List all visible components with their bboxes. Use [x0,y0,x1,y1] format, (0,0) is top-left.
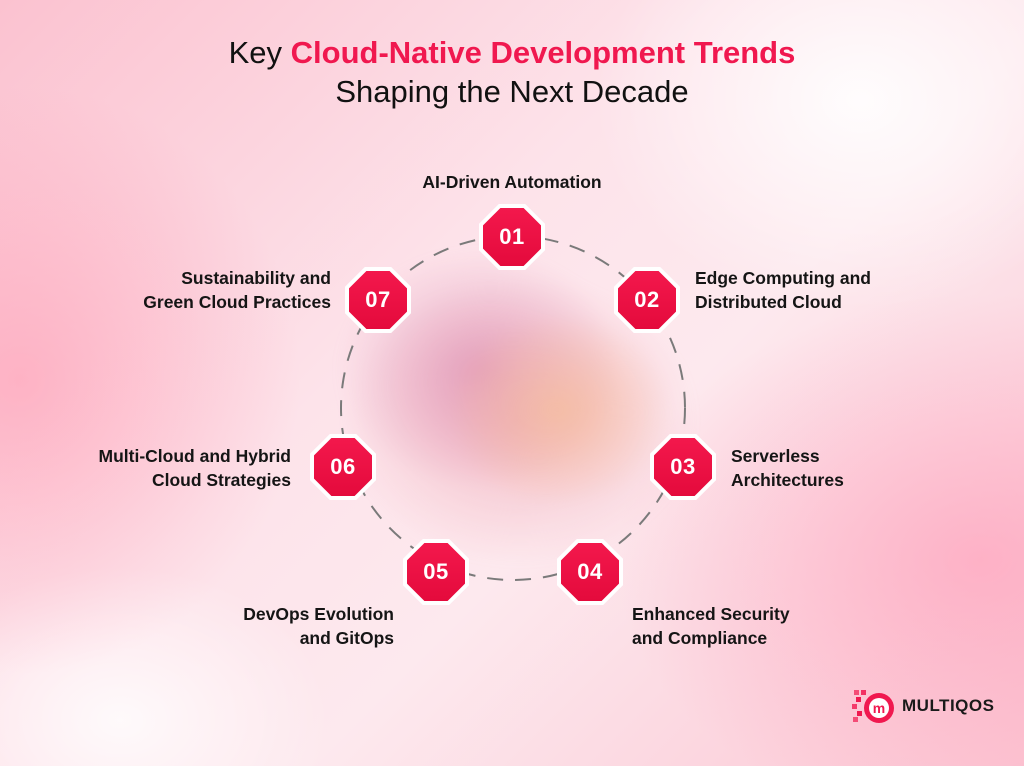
step-label-02: Edge Computing and Distributed Cloud [695,266,871,314]
brand-logo: m MULTIQOS [852,688,994,724]
title-accent: Cloud-Native Development Trends [290,35,796,70]
step-number: 03 [654,438,712,496]
step-label-line: Green Cloud Practices [143,292,331,312]
step-label-03: Serverless Architectures [731,444,844,492]
step-label-05: DevOps Evolution and GitOps [243,602,394,650]
multiqos-logo-icon: m [852,688,896,724]
step-label-07: Sustainability and Green Cloud Practices [143,266,331,314]
step-badge-01: 01 [479,204,545,270]
step-number: 01 [483,208,541,266]
step-label-line: Multi-Cloud and Hybrid [98,446,291,466]
step-badge-02: 02 [614,267,680,333]
step-label-line: Sustainability and [181,268,331,288]
step-label-04: Enhanced Security and Compliance [632,602,790,650]
brand-name: MULTIQOS [902,696,995,715]
step-label-line: Serverless [731,446,820,466]
step-label-line: Edge Computing and [695,268,871,288]
page-subtitle: Shaping the Next Decade [335,74,689,109]
step-number: 04 [561,543,619,601]
step-label-line: Cloud Strategies [151,470,291,490]
step-badge-05: 05 [403,539,469,605]
step-label-line: Distributed Cloud [695,292,842,312]
step-badge-07: 07 [345,267,411,333]
step-label-line: and GitOps [299,628,394,648]
step-number: 05 [407,543,465,601]
svg-text:m: m [873,700,885,716]
step-number: 07 [349,271,407,329]
title-prefix: Key [228,35,291,70]
step-badge-06: 06 [310,434,376,500]
step-badge-03: 03 [650,434,716,500]
step-number: 02 [618,271,676,329]
step-label-01: AI-Driven Automation [362,170,662,194]
page-title: Key Cloud-Native Development Trends [0,34,1024,72]
step-label-06: Multi-Cloud and Hybrid Cloud Strategies [99,444,291,492]
step-label-line: Architectures [731,470,844,490]
step-label-line: DevOps Evolution [243,604,394,624]
step-number: 06 [314,438,372,496]
step-label-line: Enhanced Security [632,604,790,624]
step-label-line: and Compliance [632,628,768,648]
step-badge-04: 04 [557,539,623,605]
step-label-line: AI-Driven Automation [422,172,602,192]
